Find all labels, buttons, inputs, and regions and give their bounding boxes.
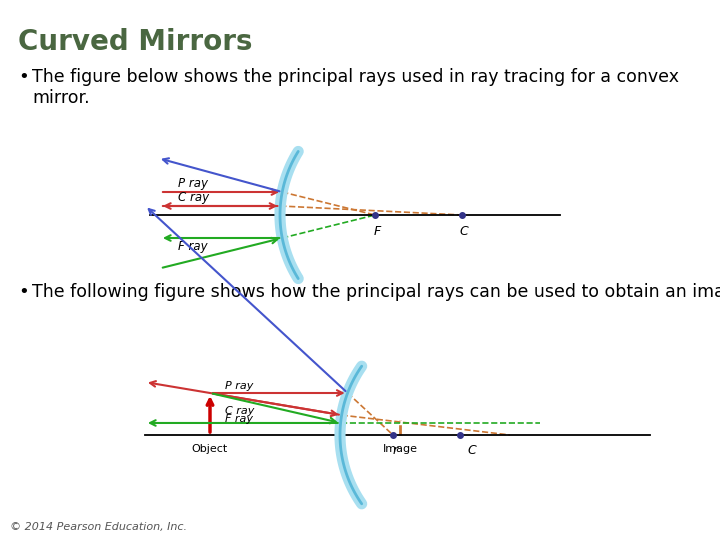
Text: C: C xyxy=(467,444,477,457)
Text: The following figure shows how the principal rays can be used to obtain an image: The following figure shows how the princ… xyxy=(32,283,720,301)
Text: P ray: P ray xyxy=(178,177,208,190)
Text: •: • xyxy=(18,283,29,301)
Text: C ray: C ray xyxy=(178,191,209,204)
Text: F ray: F ray xyxy=(225,414,253,424)
Text: •: • xyxy=(18,68,29,86)
Text: P ray: P ray xyxy=(225,381,253,391)
Text: r: r xyxy=(392,444,397,457)
Text: F ray: F ray xyxy=(178,240,207,253)
Text: F: F xyxy=(374,225,381,238)
Text: The figure below shows the principal rays used in ray tracing for a convex mirro: The figure below shows the principal ray… xyxy=(32,68,679,107)
Text: Curved Mirrors: Curved Mirrors xyxy=(18,28,253,56)
Text: Object: Object xyxy=(192,444,228,454)
Text: Image: Image xyxy=(382,444,418,454)
Text: C ray: C ray xyxy=(225,406,254,416)
Text: © 2014 Pearson Education, Inc.: © 2014 Pearson Education, Inc. xyxy=(10,522,187,532)
Text: C: C xyxy=(459,225,469,238)
